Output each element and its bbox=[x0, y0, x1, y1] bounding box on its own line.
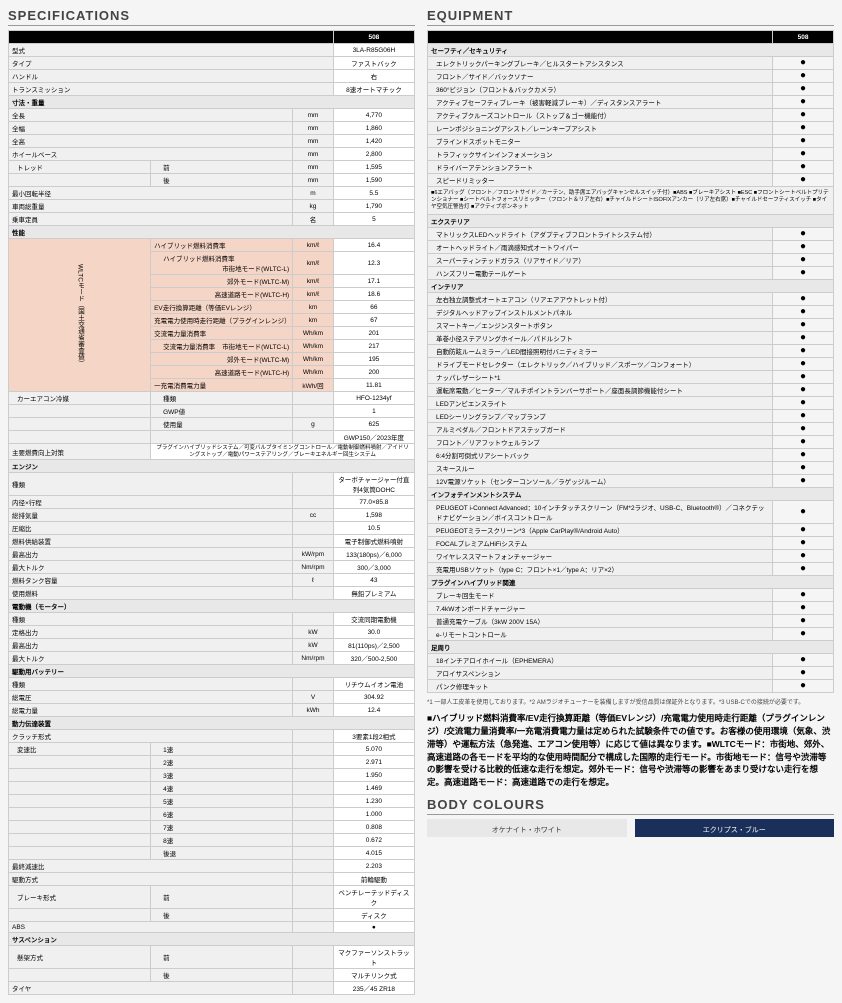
equip-title: EQUIPMENT bbox=[427, 8, 834, 26]
equipment-column: EQUIPMENT 508 セーフティ／セキュリティエレクトリックパーキングブレ… bbox=[427, 8, 834, 995]
equip-model: 508 bbox=[773, 31, 834, 44]
model-header: 508 bbox=[333, 31, 414, 44]
spec-table: 508 型式3LA-R85G06Hタイプファストバックハンドル右トランスミッショ… bbox=[8, 30, 415, 995]
swatch-white: オケナイト・ホワイト bbox=[427, 819, 627, 837]
colour-swatches: オケナイト・ホワイト エクリプス・ブルー bbox=[427, 819, 834, 837]
swatch-blue: エクリプス・ブルー bbox=[635, 819, 835, 837]
colours-title: BODY COLOURS bbox=[427, 797, 834, 815]
specifications-column: SPECIFICATIONS 508 型式3LA-R85G06Hタイプファストバ… bbox=[8, 8, 415, 995]
footnote: *1 一部人工皮革を使用しております。*2 AMラジオチューナーを装備しますが受… bbox=[427, 697, 834, 706]
spec-title: SPECIFICATIONS bbox=[8, 8, 415, 26]
equip-table: 508 セーフティ／セキュリティエレクトリックパーキングブレーキ／ヒルスタートア… bbox=[427, 30, 834, 693]
disclaimer-text: ■ハイブリッド燃料消費率/EV走行換算距離（等価EVレンジ）/充電電力使用時走行… bbox=[427, 712, 834, 789]
